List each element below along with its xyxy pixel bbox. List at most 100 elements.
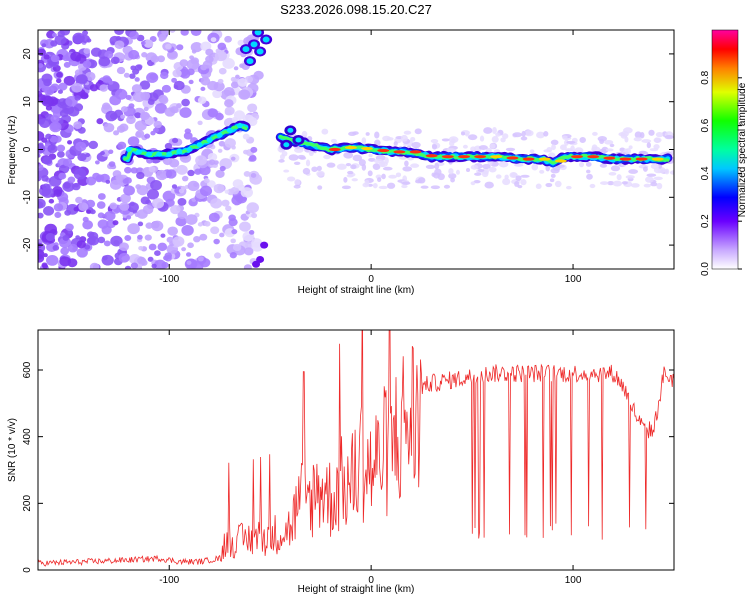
- heatmap-cell: [184, 128, 191, 134]
- heatmap-cell: [97, 79, 103, 84]
- ridge-peak: [344, 145, 357, 150]
- snr-series-line: [38, 330, 674, 567]
- heatmap-cell: [97, 236, 106, 244]
- heatmap-cell: [495, 132, 501, 137]
- heatmap-cell: [205, 55, 214, 63]
- heatmap-cell: [510, 172, 518, 178]
- heatmap-cell: [316, 170, 325, 177]
- heatmap-cell: [481, 170, 489, 178]
- heatmap-cell: [393, 141, 398, 146]
- heatmap-cell: [49, 121, 62, 133]
- heatmap-cell: [504, 174, 509, 180]
- heatmap-cell: [89, 262, 100, 269]
- heatmap-cell: [381, 173, 386, 180]
- heatmap-cell: [164, 107, 176, 117]
- heatmap-cell: [529, 149, 535, 154]
- heatmap-cell: [160, 233, 166, 238]
- heatmap-cell: [566, 140, 576, 144]
- heatmap-cell: [51, 32, 58, 38]
- heatmap-cell: [41, 175, 49, 182]
- heatmap-cell: [102, 102, 111, 110]
- heatmap-cell: [361, 137, 367, 145]
- heatmap-cell: [72, 32, 85, 44]
- heatmap-cell: [205, 48, 214, 56]
- heatmap-cell: [114, 30, 124, 35]
- heatmap-cell: [639, 132, 645, 139]
- heatmap-cell: [142, 204, 154, 215]
- heatmap-cell: [103, 122, 115, 133]
- ridge-peak: [409, 150, 422, 154]
- heatmap-cell: [395, 172, 402, 178]
- heatmap-cell: [114, 88, 128, 100]
- snr-ytick-label: 0: [22, 567, 33, 573]
- heatmap-cell: [403, 130, 412, 135]
- heatmap-cell: [70, 51, 82, 62]
- snr-xtick-label: 0: [368, 575, 374, 586]
- heatmap-cell: [176, 44, 184, 51]
- heatmap-cell: [431, 143, 438, 150]
- heatmap-cell: [58, 172, 67, 180]
- heatmap-cell: [218, 67, 227, 75]
- heatmap-cell: [404, 160, 409, 167]
- heatmap-cell: [244, 247, 254, 256]
- heatmap-cell: [50, 40, 58, 47]
- heatmap-cell: [197, 96, 207, 104]
- heatmap-cell: [136, 185, 149, 196]
- heatmap-cell: [138, 245, 144, 251]
- snr-ylabel: SNR (10 * v/v): [7, 418, 18, 482]
- heatmap-cell: [330, 138, 338, 143]
- heatmap-cell: [645, 176, 654, 183]
- heatmap-cell: [604, 139, 614, 145]
- heatmap-cell: [150, 55, 160, 63]
- heatmap-cell: [237, 77, 248, 87]
- heatmap-cell: [48, 198, 55, 204]
- heatmap-cell: [229, 252, 237, 259]
- heatmap-cell: [491, 135, 499, 143]
- heatmap-cell: [163, 255, 169, 261]
- heatmap-cell: [78, 167, 83, 172]
- heatmap-cell: [89, 84, 99, 92]
- heatmap-cell: [160, 71, 169, 80]
- heatmap-cell: [76, 247, 88, 258]
- heatmap-cell: [524, 130, 534, 137]
- chart-title: S233.2026.098.15.20.C27: [280, 2, 432, 17]
- heatmap-cell: [484, 181, 494, 189]
- heatmap-cell: [237, 39, 245, 46]
- colorbar-tick-label: 0.6: [700, 118, 711, 132]
- heatmap-cell: [157, 242, 168, 252]
- heatmap-cell: [559, 144, 567, 151]
- heatmap-cell: [136, 171, 145, 180]
- heatmap-cell: [99, 84, 109, 92]
- heatmap-cell: [543, 131, 549, 137]
- heatmap-cell: [382, 166, 393, 171]
- heatmap-cell: [52, 186, 63, 195]
- heatmap-cell: [95, 174, 105, 182]
- heatmap-cell: [173, 80, 185, 91]
- ridge-blob: [206, 137, 213, 143]
- heatmap-cell: [177, 210, 188, 220]
- heatmap-cell: [609, 143, 615, 148]
- heatmap-cell: [181, 98, 190, 107]
- heatmap-cell: [492, 127, 497, 134]
- heatmap-cell: [608, 171, 617, 176]
- heatmap-cell: [410, 163, 420, 168]
- heatmap-cell: [151, 263, 157, 269]
- heatmap-cell: [210, 198, 223, 209]
- heatmap-cell: [146, 188, 160, 200]
- heatmap-cell: [483, 127, 493, 134]
- heatmap-cell: [230, 238, 236, 244]
- ridge-blob: [146, 151, 153, 157]
- heatmap-cell: [372, 182, 378, 189]
- heatmap-cell: [401, 181, 411, 185]
- heatmap-cell: [550, 168, 560, 174]
- heatmap-cell: [41, 73, 53, 84]
- heatmap-cell: [56, 150, 65, 158]
- heatmap-cell: [104, 50, 114, 59]
- heatmap-cell: [60, 247, 70, 255]
- heatmap-cluster: [260, 241, 269, 249]
- heatmap-cell: [210, 37, 217, 43]
- heatmap-cell: [197, 222, 203, 227]
- heatmap-cell: [251, 238, 263, 248]
- ridge-blob: [196, 142, 203, 148]
- heatmap-cluster: [250, 41, 258, 48]
